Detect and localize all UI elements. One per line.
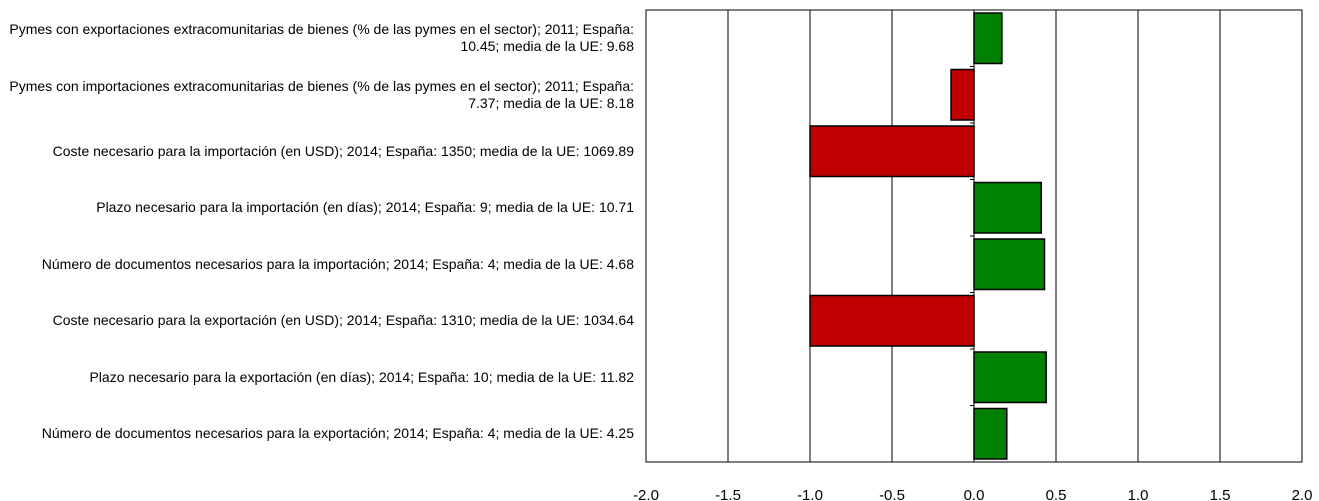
category-text: Plazo necesario para la exportación (en … xyxy=(89,368,634,385)
category-text: Pymes con importaciones extracomunitaria… xyxy=(9,77,634,111)
bar xyxy=(973,407,1008,460)
x-tick-label: -1.0 xyxy=(797,487,823,501)
x-tick-label: 0.5 xyxy=(1046,487,1067,501)
x-tick-label: 2.0 xyxy=(1292,487,1313,501)
x-tick-label: 0.0 xyxy=(964,487,985,501)
x-tick-label: 1.0 xyxy=(1128,487,1149,501)
bar xyxy=(973,351,1047,404)
x-tick-label: -2.0 xyxy=(633,487,659,501)
x-tick-label: 1.5 xyxy=(1210,487,1231,501)
category-text: Número de documentos necesarios para la … xyxy=(41,425,634,442)
x-tick-label: -0.5 xyxy=(879,487,905,501)
bar xyxy=(973,181,1042,234)
category-label: Coste necesario para la exportación (en … xyxy=(2,293,634,350)
category-text: Plazo necesario para la importación (en … xyxy=(96,199,634,216)
category-label: Pymes con exportaciones extracomunitaria… xyxy=(2,10,634,67)
bar xyxy=(809,125,975,178)
category-text: Número de documentos necesarios para la … xyxy=(41,255,634,272)
bar xyxy=(973,12,1003,65)
bar xyxy=(809,294,975,347)
category-text: Coste necesario para la importación (en … xyxy=(52,142,634,159)
category-label: Coste necesario para la importación (en … xyxy=(2,123,634,180)
x-tick-label: -1.5 xyxy=(715,487,741,501)
category-text: Pymes con exportaciones extracomunitaria… xyxy=(9,21,634,55)
category-label: Plazo necesario para la exportación (en … xyxy=(2,349,634,406)
category-label: Número de documentos necesarios para la … xyxy=(2,236,634,293)
category-label: Pymes con importaciones extracomunitaria… xyxy=(2,67,634,124)
category-label: Plazo necesario para la importación (en … xyxy=(2,180,634,237)
category-label: Número de documentos necesarios para la … xyxy=(2,406,634,463)
bar xyxy=(950,68,975,121)
category-text: Coste necesario para la exportación (en … xyxy=(52,312,634,329)
bar xyxy=(973,238,1046,291)
